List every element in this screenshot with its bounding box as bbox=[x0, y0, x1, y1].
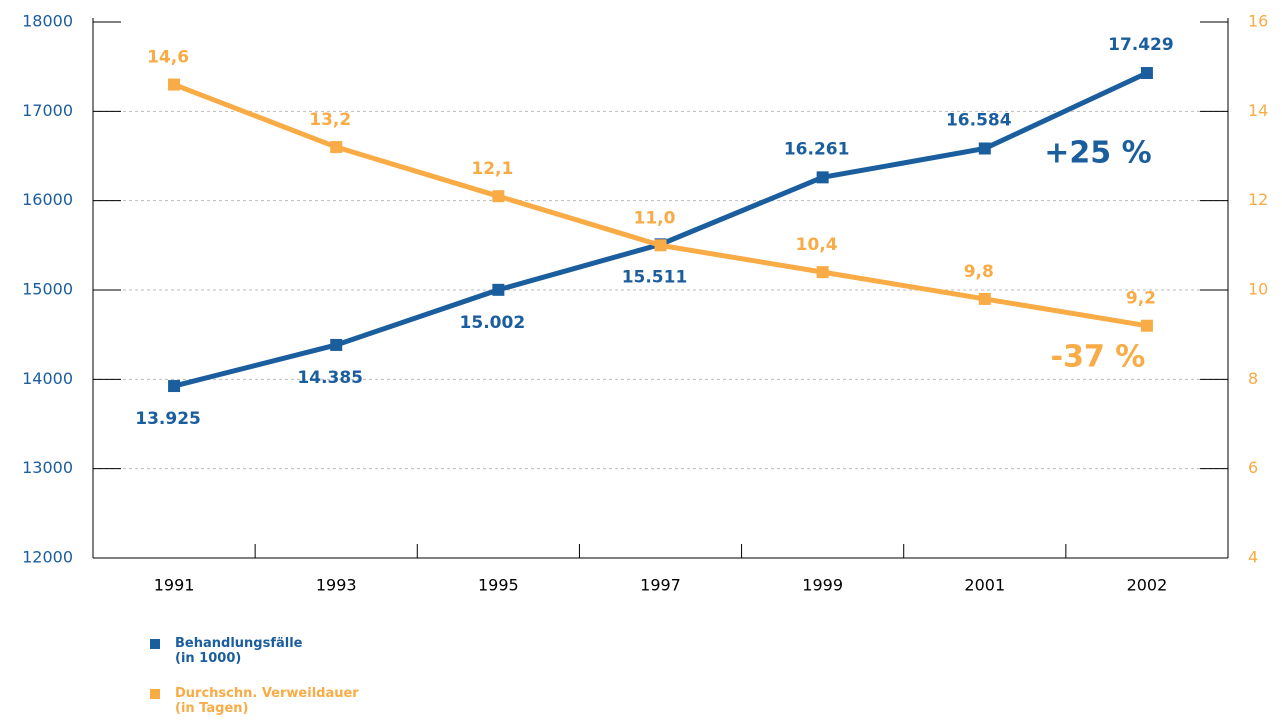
y-tick-label: 12000 bbox=[22, 548, 73, 567]
data-label: 13,2 bbox=[309, 110, 351, 130]
point-marker bbox=[1140, 67, 1153, 80]
legend-entry: Durchschn. Verweildauer (in Tagen) bbox=[150, 686, 359, 716]
legend-swatch bbox=[150, 689, 160, 699]
x-tick-label: 1991 bbox=[154, 576, 195, 595]
data-label: 14.385 bbox=[297, 368, 363, 388]
x-tick-label: 1997 bbox=[640, 576, 681, 595]
point-marker bbox=[816, 171, 829, 184]
y2-tick-label: 16 bbox=[1248, 12, 1268, 31]
y2-tick-label: 12 bbox=[1248, 190, 1268, 209]
y2-tick-label: 8 bbox=[1248, 369, 1258, 388]
point-marker bbox=[978, 142, 991, 155]
point-marker bbox=[492, 283, 505, 296]
data-label: 17.429 bbox=[1108, 35, 1174, 55]
legend-entry: Behandlungsfälle (in 1000) bbox=[150, 636, 359, 666]
y-tick-label: 16000 bbox=[22, 190, 73, 209]
point-marker bbox=[978, 292, 991, 305]
data-label: 9,2 bbox=[1126, 289, 1156, 309]
data-label: 15.511 bbox=[622, 267, 688, 287]
y-tick-label: 15000 bbox=[22, 280, 73, 299]
x-tick-label: 2002 bbox=[1127, 576, 1168, 595]
y-tick-label: 13000 bbox=[22, 458, 73, 477]
y-tick-label: 18000 bbox=[22, 12, 73, 31]
data-label: 16.584 bbox=[946, 110, 1012, 130]
data-label: 13.925 bbox=[135, 409, 201, 429]
annotation: -37 % bbox=[1051, 340, 1146, 375]
point-marker bbox=[168, 78, 181, 91]
point-marker bbox=[816, 266, 829, 279]
x-tick-label: 2001 bbox=[964, 576, 1005, 595]
y-tick-label: 17000 bbox=[22, 101, 73, 120]
legend: Behandlungsfälle (in 1000) Durchschn. Ver… bbox=[150, 636, 359, 727]
data-label: 14,6 bbox=[147, 48, 189, 68]
annotation: +25 % bbox=[1044, 136, 1151, 171]
point-marker bbox=[330, 141, 343, 154]
data-label: 9,8 bbox=[964, 262, 994, 282]
x-tick-label: 1993 bbox=[316, 576, 357, 595]
y-tick-label: 14000 bbox=[22, 369, 73, 388]
y2-tick-label: 10 bbox=[1248, 280, 1268, 299]
point-marker bbox=[654, 239, 667, 252]
legend-swatch bbox=[150, 639, 160, 649]
point-marker bbox=[492, 190, 505, 203]
x-tick-label: 1995 bbox=[478, 576, 519, 595]
data-label: 12,1 bbox=[471, 159, 513, 179]
point-marker bbox=[1140, 319, 1153, 332]
point-marker bbox=[168, 380, 181, 393]
point-marker bbox=[330, 338, 343, 351]
y2-tick-label: 4 bbox=[1248, 548, 1258, 567]
y2-tick-label: 14 bbox=[1248, 101, 1268, 120]
data-label: 15.002 bbox=[460, 313, 526, 333]
data-label: 11,0 bbox=[634, 208, 676, 228]
legend-label: Behandlungsfälle (in 1000) bbox=[175, 636, 303, 666]
y2-tick-label: 6 bbox=[1248, 458, 1258, 477]
x-tick-label: 1999 bbox=[802, 576, 843, 595]
data-label: 16.261 bbox=[784, 139, 850, 159]
chart: 12000 13000 14000 15000 16000 17000 18000 4 6 8 10… bbox=[22, 12, 1268, 595]
data-label: 10,4 bbox=[796, 235, 838, 255]
legend-label: Durchschn. Verweildauer (in Tagen) bbox=[175, 686, 359, 716]
